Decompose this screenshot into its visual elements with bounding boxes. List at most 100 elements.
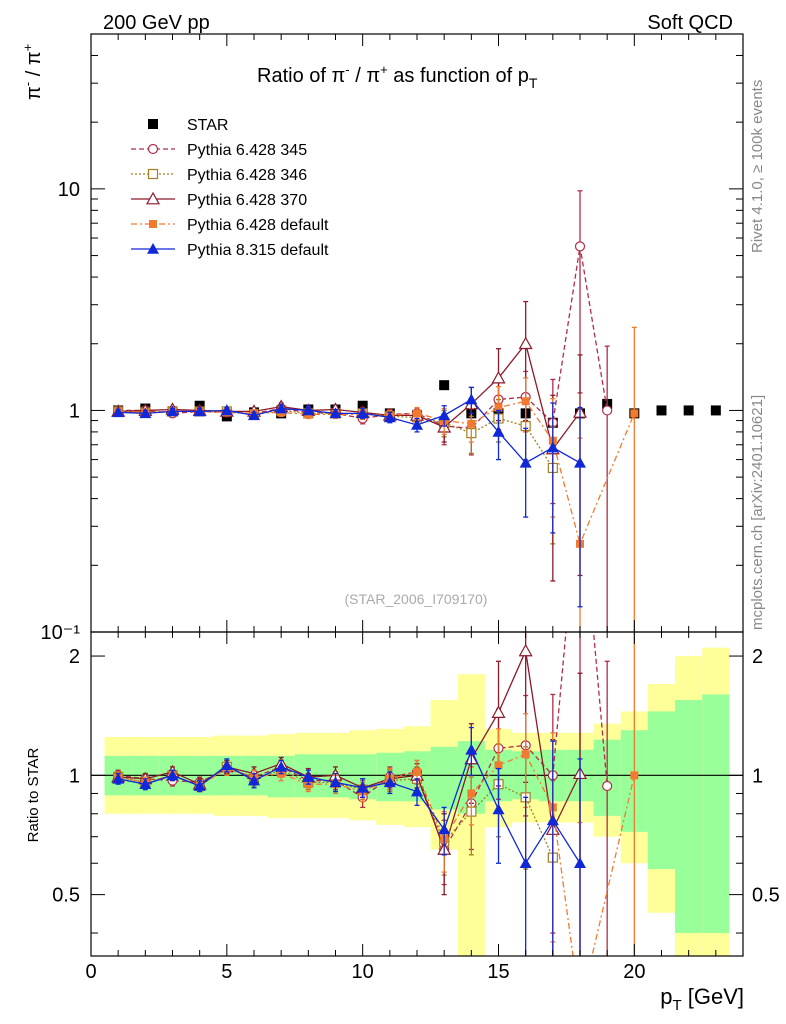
data-point (302, 404, 315, 416)
y-tick-label: 10⁻¹ (41, 622, 81, 644)
legend: STAR Pythia 6.428 345 Pythia 6.428 346 Pyth… (131, 117, 329, 259)
data-point (147, 168, 159, 180)
legend-label: Pythia 6.428 default (187, 217, 329, 234)
data-point (518, 643, 533, 657)
ratio-bands (91, 647, 743, 956)
data-point (139, 407, 152, 419)
data-point-star (710, 405, 721, 416)
data-point (248, 409, 260, 421)
data-point (465, 393, 478, 405)
data-point (491, 370, 506, 384)
band-inner (647, 711, 676, 870)
y-tick-label: 1 (69, 400, 80, 422)
rivet-label: Rivet 4.1.0, ≥ 100k events (749, 80, 766, 253)
band-inner (430, 746, 458, 810)
y-tick-label: 10 (58, 179, 80, 201)
data-point (112, 772, 125, 784)
data-point (574, 241, 586, 252)
ratio-y-tick-label-right: 2 (752, 646, 763, 668)
mcplots-label: mcplots.cern.ch [arXiv:2401.10621] (749, 395, 766, 630)
data-point (630, 771, 639, 780)
data-point (220, 404, 233, 416)
data-point (465, 743, 478, 755)
data-point (329, 407, 342, 419)
series-line (118, 648, 581, 852)
data-point (576, 1003, 584, 1011)
data-point (546, 814, 559, 826)
data-point (519, 857, 532, 869)
legend-label: Pythia 6.428 346 (187, 167, 307, 184)
data-point (467, 789, 476, 798)
data-point (438, 823, 451, 835)
data-point (166, 405, 179, 417)
data-point (518, 336, 533, 350)
data-point (521, 750, 530, 759)
data-point (411, 785, 423, 797)
ratio-ylabel: Ratio to STAR (25, 747, 42, 842)
legend-label: Pythia 8.315 default (187, 242, 329, 259)
main-ylabel: π- / π+ (20, 44, 45, 100)
series-line (118, 398, 581, 464)
ratio-marks (111, 632, 639, 1011)
axes: 0 5 10 15 20 10⁻¹ 1 10 0.5 0.5 1 1 2 2 (41, 33, 780, 983)
x-tick-label: 5 (221, 961, 232, 983)
data-point (248, 774, 260, 786)
data-point (413, 767, 421, 776)
data-point (519, 456, 532, 468)
chart-title: Ratio of π- / π+ as function of pT (257, 62, 538, 91)
analysis-label: (STAR_2006_I709170) (345, 591, 488, 607)
data-point (145, 191, 161, 205)
data-point (602, 405, 613, 416)
data-point (329, 776, 342, 788)
data-point (492, 425, 505, 437)
band-inner (675, 699, 703, 934)
data-point (193, 779, 206, 791)
legend-label: STAR (187, 117, 228, 134)
data-point (149, 220, 157, 228)
data-point (275, 402, 288, 414)
series-line (118, 342, 581, 451)
x-tick-label: 0 (85, 961, 96, 983)
x-tick-label: 10 (352, 961, 374, 983)
header-right: Soft QCD (647, 12, 733, 34)
legend-label: Pythia 6.428 370 (187, 192, 307, 209)
data-point (383, 776, 396, 788)
legend-label: Pythia 6.428 345 (187, 142, 307, 159)
data-point-star (683, 405, 694, 416)
data-point (521, 397, 530, 406)
data-point-star (656, 405, 667, 416)
data-point (630, 409, 639, 418)
data-point (494, 761, 503, 770)
data-point (139, 778, 152, 789)
data-point (574, 857, 586, 869)
data-point (413, 409, 421, 418)
data-point (383, 411, 396, 423)
x-tick-label: 15 (487, 961, 509, 983)
data-point (602, 780, 613, 792)
data-point-star (439, 380, 450, 391)
data-point (491, 705, 506, 718)
band-inner (702, 694, 730, 934)
data-point (574, 456, 586, 468)
data-point (220, 759, 233, 771)
ratio-y-tick-label: 2 (69, 646, 80, 668)
data-point (356, 407, 369, 419)
x-tick-label: 20 (623, 961, 645, 983)
data-point (112, 406, 125, 418)
data-point (193, 405, 206, 417)
data-point (438, 409, 451, 421)
main-marks (111, 190, 721, 632)
header-left: 200 GeV pp (103, 12, 210, 34)
x-axis-label: pT [GeV] (660, 984, 744, 1014)
data-point (494, 403, 503, 412)
ratio-y-tick-label: 1 (69, 765, 80, 787)
data-point (467, 419, 476, 428)
data-point (147, 143, 159, 155)
data-point (411, 418, 423, 430)
ratio-y-tick-label-right: 1 (752, 765, 763, 787)
data-point (546, 441, 559, 453)
ratio-y-tick-label: 0.5 (52, 885, 80, 907)
ratio-y-tick-label-right: 0.5 (752, 885, 780, 907)
series-line (118, 748, 581, 865)
